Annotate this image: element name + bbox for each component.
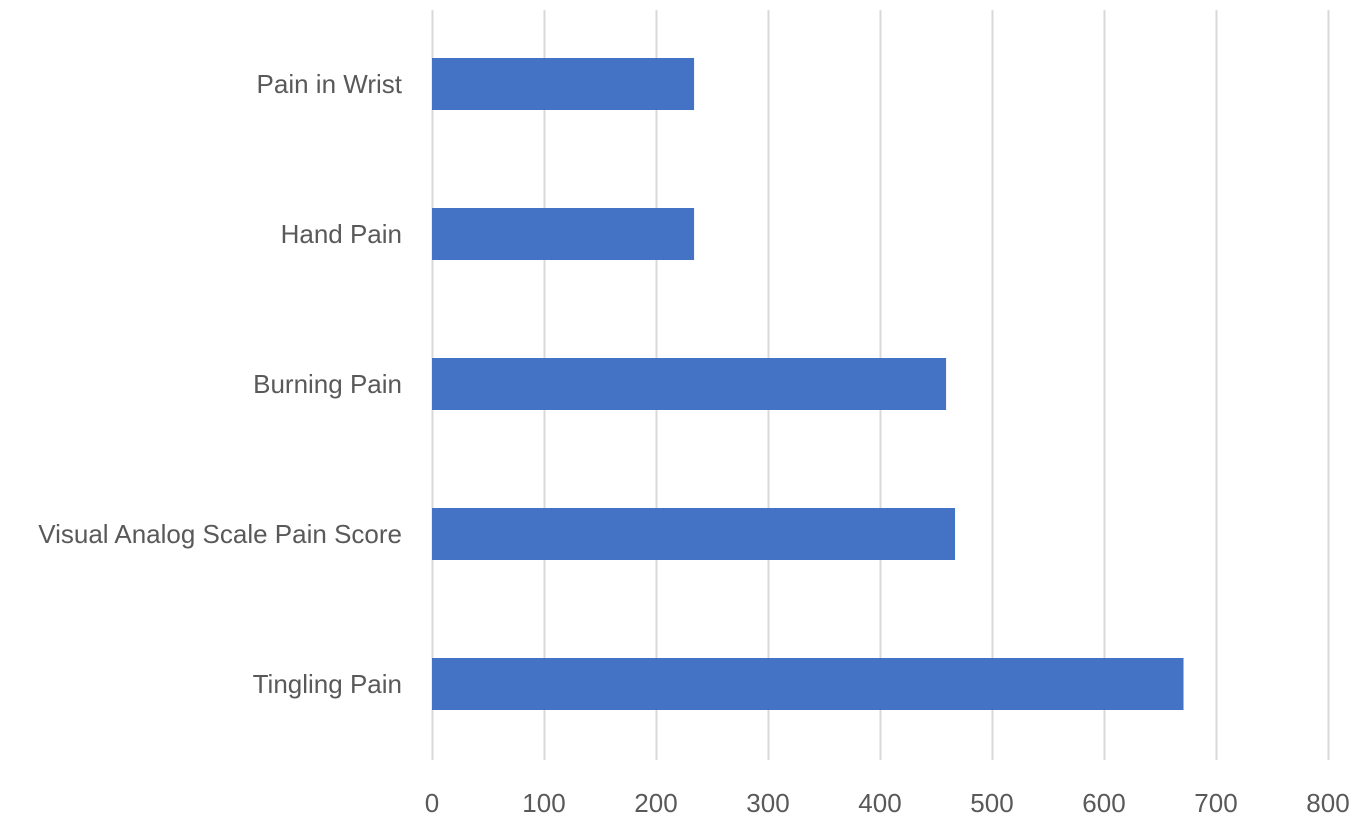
x-tick-label: 400 xyxy=(858,788,901,816)
bar-burning-pain xyxy=(432,358,947,410)
x-tick-label: 700 xyxy=(1194,788,1237,816)
category-label: Tingling Pain xyxy=(253,669,402,699)
bar-tingling-pain xyxy=(432,658,1184,710)
bar-hand-pain xyxy=(432,208,695,260)
x-tick-label: 800 xyxy=(1306,788,1349,816)
x-tick-label: 500 xyxy=(970,788,1013,816)
x-axis-tick-labels: 0 100 200 300 400 500 600 700 800 xyxy=(425,788,1350,818)
x-tick-label: 200 xyxy=(634,788,677,816)
category-label: Hand Pain xyxy=(281,219,402,249)
category-labels: Pain in Wrist Hand Pain Burning Pain Visual… xyxy=(38,69,403,699)
x-tick-label: 600 xyxy=(1082,788,1125,816)
bar-visual-analog-scale-pain-score xyxy=(432,508,956,560)
x-tick-label: 0 xyxy=(425,788,439,816)
x-tick-label: 300 xyxy=(746,788,789,816)
bars xyxy=(432,58,1184,710)
bar-pain-in-wrist xyxy=(432,58,695,110)
category-label: Pain in Wrist xyxy=(257,69,403,99)
x-tick-label: 100 xyxy=(522,788,565,816)
category-label: Burning Pain xyxy=(253,369,402,399)
category-label: Visual Analog Scale Pain Score xyxy=(38,519,402,549)
